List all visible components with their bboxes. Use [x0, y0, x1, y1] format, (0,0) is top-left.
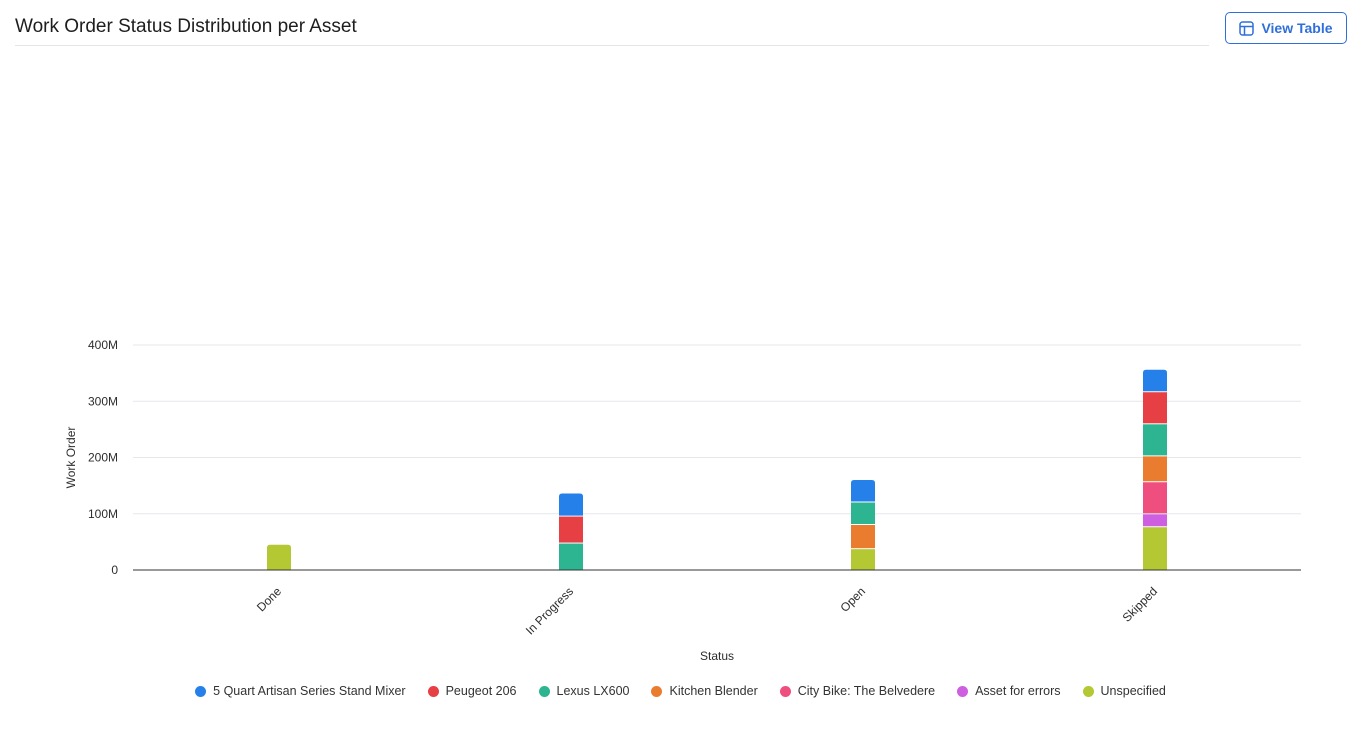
y-tick-label: 300M [88, 394, 118, 408]
y-tick-label: 0 [111, 563, 118, 577]
legend-item[interactable]: City Bike: The Belvedere [779, 684, 936, 698]
legend-color-dot [1082, 685, 1094, 697]
bar-segment[interactable] [559, 516, 583, 543]
legend-color-dot [195, 685, 207, 697]
bar-segment[interactable] [1143, 369, 1167, 392]
legend-item[interactable]: Kitchen Blender [651, 684, 758, 698]
legend-label: Kitchen Blender [669, 684, 758, 698]
table-icon [1239, 20, 1255, 36]
legend-label: City Bike: The Belvedere [797, 684, 936, 698]
legend-label: Asset for errors [975, 684, 1061, 698]
bar-segment[interactable] [851, 525, 875, 549]
bar-segment[interactable] [267, 544, 291, 570]
legend-item[interactable]: Unspecified [1082, 684, 1166, 698]
x-axis-title: Status [700, 649, 734, 663]
legend-item[interactable]: 5 Quart Artisan Series Stand Mixer [195, 684, 406, 698]
bar-segment[interactable] [851, 480, 875, 502]
bars [267, 369, 1167, 570]
view-table-button[interactable]: View Table [1225, 12, 1347, 44]
axes: 0 100M 200M 300M 400M Work Order Status Done In … [64, 338, 1301, 663]
legend-label: Unspecified [1100, 684, 1166, 698]
y-tick-label: 200M [88, 451, 118, 465]
legend-color-dot [538, 685, 550, 697]
x-tick-label: Skipped [1120, 584, 1161, 625]
bar-segment[interactable] [1143, 456, 1167, 482]
bar-segment[interactable] [851, 549, 875, 570]
y-tick-label: 400M [88, 338, 118, 352]
legend-color-dot [779, 685, 791, 697]
bar-segment[interactable] [559, 493, 583, 516]
grid-lines [133, 344, 1301, 515]
legend-item[interactable]: Asset for errors [957, 684, 1061, 698]
bar-segment[interactable] [559, 543, 583, 570]
legend-color-dot [957, 685, 969, 697]
bar-segment[interactable] [1143, 514, 1167, 527]
view-table-label: View Table [1261, 20, 1333, 36]
x-tick-label: In Progress [523, 584, 576, 637]
legend-item[interactable]: Peugeot 206 [427, 684, 517, 698]
legend-label: Lexus LX600 [556, 684, 630, 698]
bar-segment[interactable] [1143, 424, 1167, 456]
y-tick-label: 100M [88, 507, 118, 521]
legend-color-dot [651, 685, 663, 697]
bar-segment[interactable] [1143, 527, 1167, 570]
legend-item[interactable]: Lexus LX600 [538, 684, 630, 698]
chart-legend: 5 Quart Artisan Series Stand Mixer Peugeo… [0, 681, 1361, 701]
legend-label: Peugeot 206 [445, 684, 517, 698]
legend-color-dot [427, 685, 439, 697]
bar-segment[interactable] [1143, 482, 1167, 514]
chart-header: Work Order Status Distribution per Asset [15, 0, 1209, 46]
page-title: Work Order Status Distribution per Asset [15, 16, 357, 37]
bar-segment[interactable] [1143, 392, 1167, 424]
x-tick-label: Done [254, 584, 284, 614]
y-axis-title: Work Order [64, 427, 78, 489]
legend-label: 5 Quart Artisan Series Stand Mixer [213, 684, 406, 698]
bar-segment[interactable] [851, 502, 875, 525]
x-tick-label: Open [837, 584, 868, 615]
